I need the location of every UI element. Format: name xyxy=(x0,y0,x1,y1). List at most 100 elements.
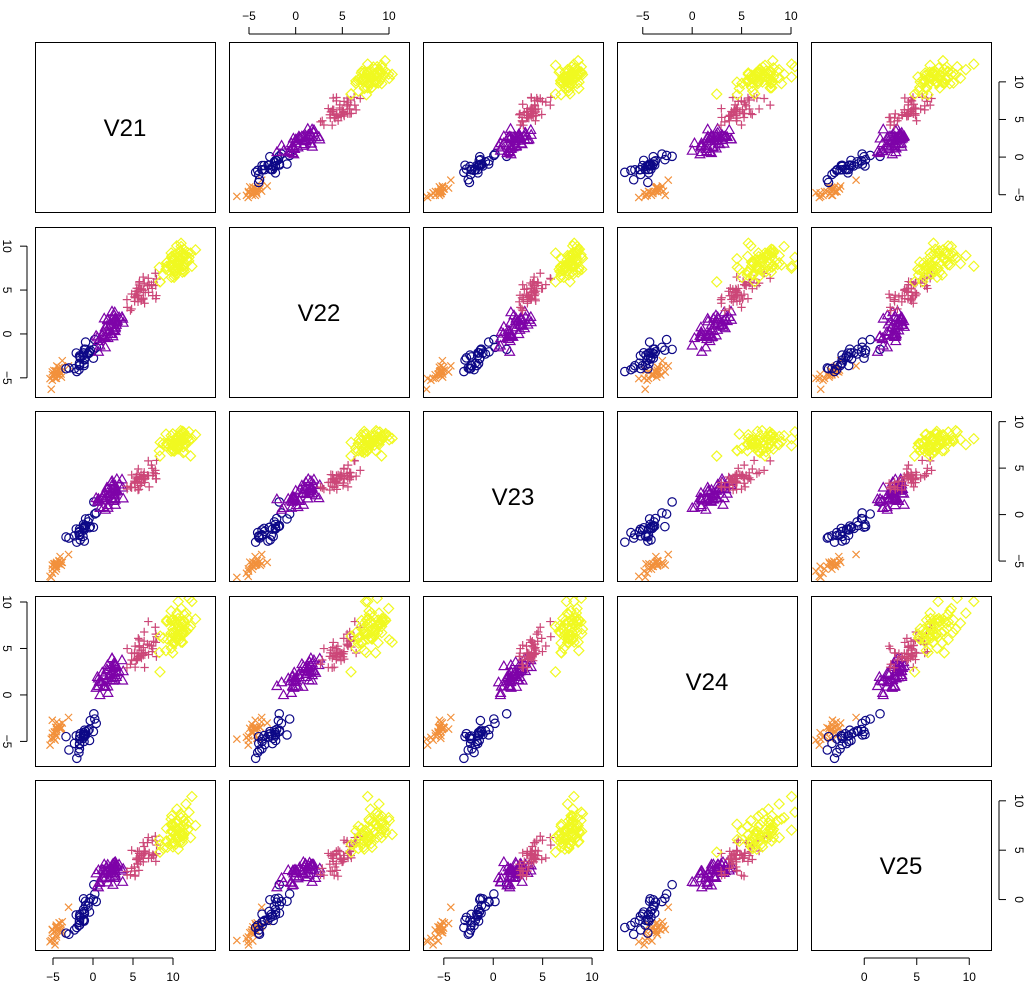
data-point-group-3 xyxy=(881,139,894,150)
data-point-group-3 xyxy=(881,325,893,336)
data-point-group-1 xyxy=(819,569,828,578)
data-point-group-3 xyxy=(108,487,121,498)
data-point-group-4 xyxy=(515,649,525,658)
data-point-group-4 xyxy=(343,482,353,492)
data-point-group-4 xyxy=(886,482,895,492)
data-point-group-1 xyxy=(251,725,260,734)
data-point-group-2 xyxy=(661,334,672,345)
data-point-group-3 xyxy=(516,875,528,886)
data-point-group-2 xyxy=(667,879,677,890)
data-point-group-5 xyxy=(374,73,387,86)
data-point-group-3 xyxy=(309,871,322,882)
data-point-group-3 xyxy=(877,688,890,700)
panel-points xyxy=(46,424,202,581)
data-point-group-1 xyxy=(659,921,668,930)
data-point-group-1 xyxy=(446,713,455,722)
data-point-group-3 xyxy=(897,655,910,667)
data-point-group-4 xyxy=(538,647,547,656)
panel-frame xyxy=(35,780,216,951)
data-point-group-3 xyxy=(307,858,320,869)
data-point-group-1 xyxy=(647,937,656,946)
data-point-group-5 xyxy=(359,824,372,837)
data-point-group-1 xyxy=(816,573,825,581)
data-point-group-4 xyxy=(537,284,546,293)
data-point-group-3 xyxy=(504,862,517,873)
data-point-group-2 xyxy=(630,165,640,175)
data-point-group-4 xyxy=(732,485,741,494)
data-point-group-5 xyxy=(360,646,373,659)
data-point-group-1 xyxy=(640,567,649,576)
data-point-group-5 xyxy=(361,790,374,803)
data-point-group-2 xyxy=(61,928,71,938)
data-point-group-4 xyxy=(725,847,734,856)
data-point-group-4 xyxy=(891,485,900,494)
data-point-group-3 xyxy=(286,864,299,875)
data-point-group-2 xyxy=(80,730,91,740)
tick-label: 10 xyxy=(166,970,180,984)
tick-label: 0 xyxy=(292,9,299,23)
data-point-group-2 xyxy=(460,355,470,365)
data-point-group-5 xyxy=(571,240,583,253)
data-point-group-4 xyxy=(900,472,909,481)
data-point-group-4 xyxy=(126,306,135,315)
data-point-group-5 xyxy=(767,443,780,455)
data-point-group-3 xyxy=(710,871,722,882)
data-point-group-5 xyxy=(752,271,765,284)
data-point-group-4 xyxy=(139,272,148,282)
data-point-group-5 xyxy=(773,72,786,84)
data-point-group-5 xyxy=(154,275,167,288)
data-point-group-4 xyxy=(890,648,899,658)
data-point-group-5 xyxy=(153,444,166,457)
data-point-group-4 xyxy=(151,857,161,866)
data-point-group-2 xyxy=(661,889,672,899)
data-point-group-5 xyxy=(165,435,178,448)
data-point-group-5 xyxy=(575,67,588,79)
data-point-group-1 xyxy=(819,191,828,200)
data-point-group-3 xyxy=(313,491,325,503)
panel-points xyxy=(812,54,980,202)
data-point-group-3 xyxy=(701,132,714,143)
data-point-group-4 xyxy=(720,870,729,879)
data-point-group-3 xyxy=(873,670,886,681)
data-point-group-5 xyxy=(930,434,942,447)
data-point-group-5 xyxy=(765,73,778,86)
data-point-group-5 xyxy=(367,434,380,447)
data-point-group-5 xyxy=(165,271,178,284)
panel-points xyxy=(232,790,398,949)
data-point-group-2 xyxy=(628,929,639,940)
data-point-group-2 xyxy=(846,155,856,166)
data-point-group-4 xyxy=(893,116,902,125)
data-point-group-4 xyxy=(326,866,335,876)
data-point-group-4 xyxy=(536,832,545,841)
data-point-group-5 xyxy=(368,439,381,452)
data-point-group-1 xyxy=(656,185,665,194)
panel-v21-v21: V21 xyxy=(35,42,216,213)
data-point-group-5 xyxy=(549,620,562,633)
data-point-group-2 xyxy=(837,355,847,365)
data-point-group-5 xyxy=(765,81,778,94)
tick-label: 10 xyxy=(382,9,396,23)
panel-v21-v23 xyxy=(423,42,604,213)
data-point-group-4 xyxy=(739,479,749,488)
data-point-group-5 xyxy=(785,71,797,83)
data-point-group-2 xyxy=(259,523,269,534)
data-point-group-4 xyxy=(740,853,749,863)
data-point-group-4 xyxy=(339,851,348,860)
data-point-group-2 xyxy=(472,911,483,922)
data-point-group-2 xyxy=(269,726,280,736)
data-point-group-4 xyxy=(318,116,327,125)
data-point-group-2 xyxy=(265,894,275,905)
data-point-group-1 xyxy=(434,370,443,379)
data-point-group-4 xyxy=(518,117,527,127)
data-point-group-4 xyxy=(900,105,909,114)
data-point-group-1 xyxy=(830,723,839,732)
data-point-group-1 xyxy=(257,713,266,722)
data-point-group-4 xyxy=(739,290,749,299)
data-point-group-5 xyxy=(186,790,198,803)
data-point-group-3 xyxy=(298,481,311,492)
data-point-group-1 xyxy=(56,552,65,561)
data-point-group-4 xyxy=(152,652,161,661)
data-point-group-5 xyxy=(345,846,357,859)
data-point-group-5 xyxy=(549,247,562,260)
data-point-group-1 xyxy=(656,371,665,380)
